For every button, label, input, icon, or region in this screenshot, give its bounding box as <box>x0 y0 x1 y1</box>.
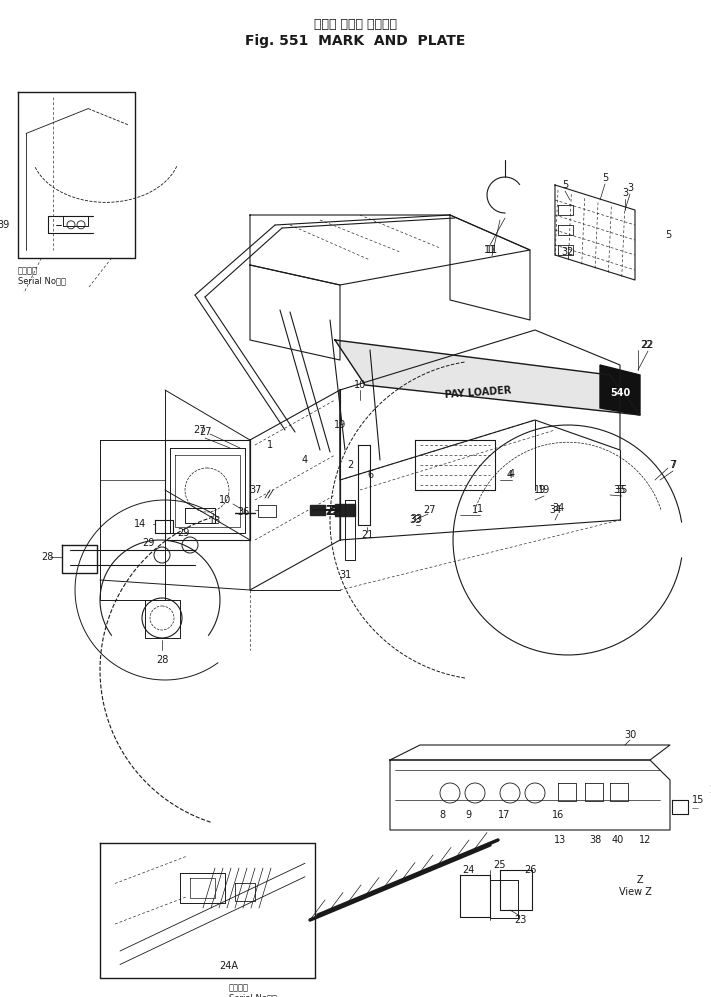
Text: マーク および プレート: マーク および プレート <box>314 18 397 31</box>
Text: 11: 11 <box>486 245 498 255</box>
Text: 27: 27 <box>424 505 437 515</box>
Text: 1: 1 <box>267 440 273 450</box>
Text: View Z: View Z <box>619 887 651 897</box>
Text: 39: 39 <box>0 219 10 229</box>
Text: 33: 33 <box>410 514 422 524</box>
Text: Z: Z <box>325 504 335 518</box>
Text: 14: 14 <box>134 519 146 529</box>
Text: Z: Z <box>636 875 643 885</box>
Text: 22: 22 <box>640 340 653 350</box>
Text: 4: 4 <box>302 455 308 465</box>
Text: 適用号機: 適用号機 <box>229 983 249 992</box>
Text: 6: 6 <box>367 470 373 480</box>
Text: 5: 5 <box>602 173 608 183</box>
Text: Serial No．～: Serial No．～ <box>229 993 277 997</box>
Text: 15: 15 <box>692 795 704 805</box>
Text: 21: 21 <box>360 530 373 540</box>
Text: 1: 1 <box>472 505 478 515</box>
Text: 12: 12 <box>638 835 651 845</box>
Text: 31: 31 <box>339 570 351 580</box>
Text: 40: 40 <box>612 835 624 845</box>
Text: 4: 4 <box>507 470 513 480</box>
Text: 34: 34 <box>552 503 564 513</box>
Text: 7: 7 <box>670 460 676 470</box>
Polygon shape <box>310 505 325 515</box>
Text: 10: 10 <box>354 380 366 390</box>
Text: 24A: 24A <box>220 961 238 971</box>
Text: 3: 3 <box>622 188 628 198</box>
Text: 22: 22 <box>642 340 654 350</box>
Text: 4: 4 <box>509 469 515 479</box>
Text: 38: 38 <box>589 835 601 845</box>
Text: 13: 13 <box>554 835 566 845</box>
Text: 26: 26 <box>524 865 536 875</box>
Polygon shape <box>335 340 640 415</box>
Text: 5: 5 <box>562 180 568 190</box>
Text: 29: 29 <box>141 538 154 548</box>
Text: 33: 33 <box>409 515 421 525</box>
Text: —: — <box>692 805 698 811</box>
Text: 16: 16 <box>552 810 564 820</box>
Text: 20: 20 <box>709 785 711 795</box>
Text: 540: 540 <box>610 388 630 398</box>
Text: 25: 25 <box>493 860 506 870</box>
Text: 24: 24 <box>462 865 474 875</box>
Text: 19: 19 <box>334 420 346 430</box>
Text: 10: 10 <box>219 495 231 505</box>
Text: 8: 8 <box>439 810 445 820</box>
Text: 23: 23 <box>514 915 526 925</box>
Text: 19: 19 <box>534 485 546 495</box>
Text: 27: 27 <box>199 427 211 437</box>
Text: 11: 11 <box>484 245 496 255</box>
Text: 29: 29 <box>177 528 189 538</box>
Text: 36: 36 <box>237 507 249 517</box>
Text: 28: 28 <box>156 655 169 665</box>
Text: 17: 17 <box>498 810 510 820</box>
Text: 9: 9 <box>465 810 471 820</box>
Polygon shape <box>600 365 640 415</box>
Text: 30: 30 <box>624 730 636 740</box>
Text: 1: 1 <box>477 504 483 514</box>
Text: 2: 2 <box>347 460 353 470</box>
Text: Fig. 551  MARK  AND  PLATE: Fig. 551 MARK AND PLATE <box>245 34 465 48</box>
Text: 34: 34 <box>549 505 561 515</box>
Text: 28: 28 <box>41 552 53 562</box>
Text: 3: 3 <box>627 183 633 193</box>
Text: PAY LOADER: PAY LOADER <box>444 386 512 401</box>
Polygon shape <box>335 504 355 516</box>
Text: 35: 35 <box>616 485 629 495</box>
Text: 18: 18 <box>209 516 221 526</box>
Text: 37: 37 <box>249 485 261 495</box>
Text: Serial No．～: Serial No．～ <box>18 276 66 285</box>
Text: 27: 27 <box>194 425 206 435</box>
Text: 7: 7 <box>669 460 675 470</box>
Text: 適用号機: 適用号機 <box>18 266 38 275</box>
Text: 32: 32 <box>562 247 574 257</box>
Text: 5: 5 <box>665 230 671 240</box>
Text: 35: 35 <box>614 485 626 495</box>
Text: 19: 19 <box>538 485 550 495</box>
